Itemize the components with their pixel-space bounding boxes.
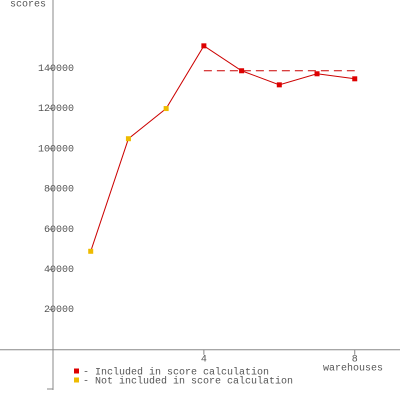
data-point — [125, 136, 131, 142]
y-tick-label: 60000 — [44, 225, 74, 236]
data-point — [239, 68, 245, 74]
y-tick-label: 80000 — [44, 185, 74, 196]
data-point — [201, 43, 207, 49]
y-tick-label: 120000 — [38, 104, 74, 115]
data-point — [163, 106, 169, 112]
data-point — [88, 248, 94, 254]
legend-label: - Not included in score calculation — [83, 376, 293, 388]
x-tick-label: 4 — [201, 354, 207, 365]
x-tick-label: 8 — [352, 354, 358, 365]
score-curve — [90, 45, 355, 252]
data-point — [276, 82, 282, 88]
legend-swatch — [74, 377, 79, 383]
legend-label: - Included in score calculation — [83, 367, 269, 379]
legend-swatch — [74, 368, 79, 374]
y-tick-label: 140000 — [38, 64, 74, 75]
y-tick-label: 100000 — [38, 144, 74, 155]
data-point — [352, 76, 358, 82]
data-point — [314, 71, 320, 77]
x-axis-label: warehouses — [323, 363, 383, 375]
y-tick-label: 40000 — [44, 265, 74, 276]
y-axis-label: scores — [10, 0, 46, 11]
y-tick-label: 20000 — [44, 305, 74, 316]
